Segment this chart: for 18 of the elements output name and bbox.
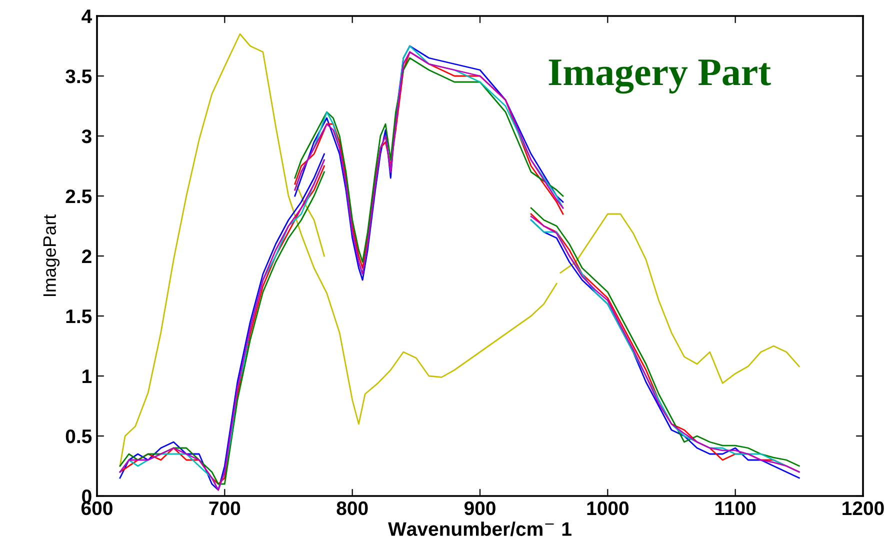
x-tick-label: 1100 [715, 501, 756, 516]
annotation: Imagery Part [548, 60, 771, 94]
x-tick-label: 600 [81, 501, 112, 516]
y-tick-label: 3.5 [66, 69, 92, 84]
x-tick-label: 1000 [587, 501, 628, 516]
y-tick-label: 2.5 [66, 189, 92, 204]
x-tick-label: 800 [336, 501, 368, 516]
y-tick-label: 1.5 [66, 310, 92, 324]
y-tick-label: 3 [82, 129, 92, 144]
y-tick-label: 1 [82, 370, 92, 384]
y-axis-title: ImagePart [43, 214, 60, 296]
y-tick-label: 0.5 [66, 429, 92, 444]
y-tick-label: 2 [82, 249, 92, 264]
x-axis-title: Wavenumber/cm$^{−}$ 1 [388, 522, 572, 536]
y-tick-label: 4 [82, 10, 92, 24]
x-tick-label: 900 [464, 501, 496, 516]
x-tick-label: 1200 [842, 501, 884, 516]
x-tick-label: 700 [209, 501, 240, 516]
